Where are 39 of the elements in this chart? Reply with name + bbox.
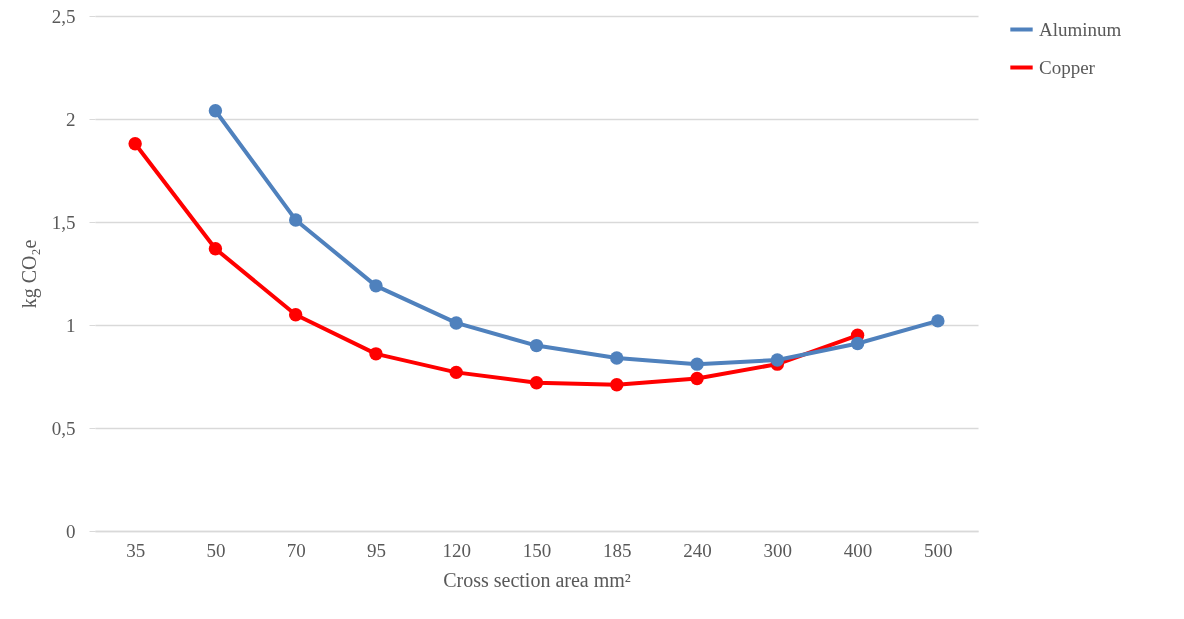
point: [208, 104, 223, 118]
point: [850, 336, 865, 351]
y-axis-title: kg CO₂e: [17, 239, 41, 309]
x-tick-label: 240: [683, 539, 712, 561]
y-tick-label: 1: [66, 314, 76, 336]
point: [128, 137, 142, 151]
x-tick-label: 35: [126, 539, 146, 561]
point: [369, 347, 383, 361]
x-tick-label: 50: [206, 539, 226, 561]
point: [690, 371, 704, 386]
point: [610, 378, 624, 392]
y-tick-label: 2: [66, 108, 76, 130]
point: [208, 242, 223, 256]
point: [770, 353, 785, 367]
point: [690, 357, 704, 371]
x-tick-label: 500: [924, 539, 953, 561]
x-tick-label: 185: [603, 539, 632, 561]
point: [449, 316, 463, 330]
x-tick-label: 150: [522, 539, 552, 561]
legend-label: Aluminum: [1039, 18, 1122, 40]
point: [288, 213, 303, 227]
y-tick-label: 0,5: [51, 417, 76, 439]
point: [288, 308, 303, 322]
point: [369, 279, 383, 293]
point: [931, 314, 945, 328]
x-tick-label: 400: [843, 539, 873, 561]
x-tick-label: 95: [366, 539, 386, 561]
y-tick-label: 2,5: [51, 5, 76, 27]
x-tick-label: 300: [763, 539, 793, 561]
point: [529, 338, 544, 353]
x-tick-label: 70: [286, 539, 306, 561]
point: [449, 365, 463, 380]
x-axis-title: Cross section area mm²: [443, 568, 631, 591]
legend-label: Copper: [1039, 56, 1096, 78]
point: [529, 375, 544, 390]
y-tick-label: 1,5: [51, 211, 76, 233]
point: [610, 351, 624, 365]
x-tick-label: 120: [442, 539, 471, 561]
y-tick-label: 0: [66, 520, 76, 542]
